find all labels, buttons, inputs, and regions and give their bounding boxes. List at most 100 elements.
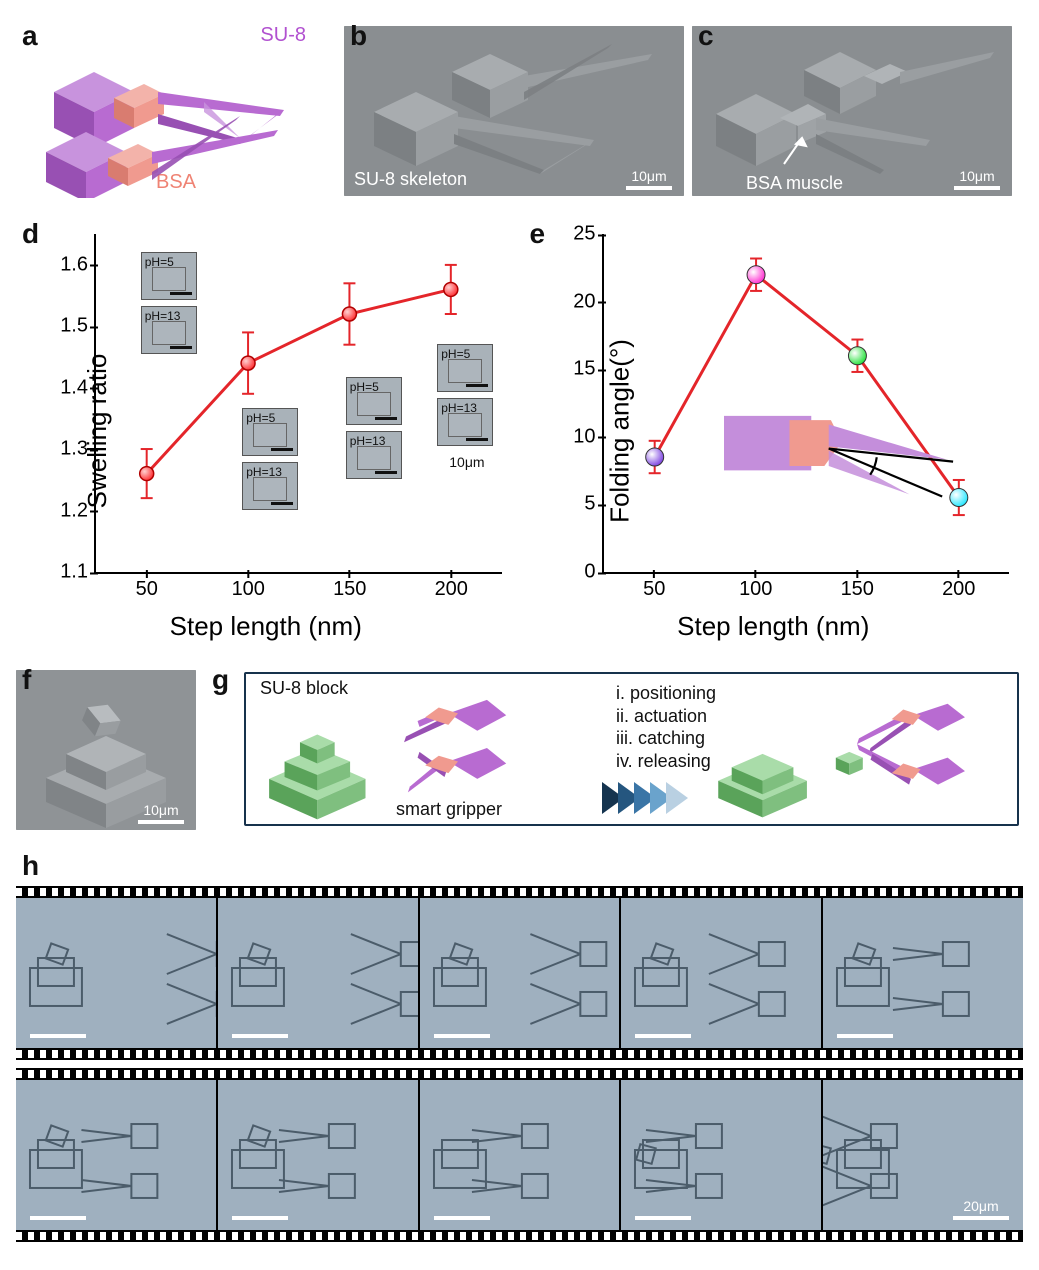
sem-f: 10μm [16, 670, 196, 830]
frame-scene-icon [420, 1080, 620, 1230]
film-frame [621, 1080, 823, 1230]
panel-g: g SU-8 block smart gripper i. positionin… [206, 662, 1023, 832]
panel-label-c: c [698, 20, 714, 52]
film-frame [823, 898, 1023, 1048]
panel-label-a: a [22, 20, 38, 52]
frame-scalebar [837, 1034, 893, 1038]
inset-scalebar [271, 502, 293, 505]
scalebar-f: 10μm [138, 802, 184, 824]
inset-square-icon [357, 446, 391, 470]
inset-scale-text: 10μm [449, 454, 484, 470]
strip-border-mid1 [16, 1048, 1023, 1060]
xtick: 50 [136, 578, 158, 601]
inset-square-icon [152, 267, 186, 291]
frame-scalebar: 20μm [953, 1198, 1009, 1220]
inset-square-icon [448, 359, 482, 383]
sem-b-caption: SU-8 skeleton [354, 169, 467, 190]
frame-scene-icon [420, 898, 620, 1048]
sem-c-caption: BSA muscle [746, 173, 843, 194]
row-abc: a SU-8 BSA [16, 18, 1023, 198]
ytick: 20 [573, 290, 595, 313]
film-frame [621, 898, 823, 1048]
film-frame [420, 1080, 622, 1230]
film-frame [420, 898, 622, 1048]
ytick: 15 [573, 358, 595, 381]
strip-row-2: 20μm [16, 1080, 1023, 1230]
ytick: 25 [573, 223, 595, 246]
model-a-icon [16, 18, 336, 198]
frame-scalebar-bar [30, 1216, 86, 1220]
panel-d: d Swelling ratio Step length (nm) 1.11.2… [16, 216, 516, 646]
frame-scalebar-text: 20μm [963, 1198, 998, 1214]
strip-border-top [16, 886, 1023, 898]
inset-scalebar [466, 384, 488, 387]
ytick: 1.5 [60, 315, 88, 338]
xtick: 50 [643, 578, 665, 601]
inset-d: pH=5 [242, 408, 298, 456]
inset-scalebar [375, 417, 397, 420]
inset-d: pH=13 [346, 431, 402, 479]
inset-square-icon [448, 413, 482, 437]
inset-square-icon [253, 423, 287, 447]
g-scene-icon [246, 674, 1017, 824]
frame-scene-icon [823, 898, 1023, 1048]
frame-scene-icon [16, 898, 216, 1048]
inset-square-icon [152, 321, 186, 345]
ytick: 1.3 [60, 438, 88, 461]
ytick: 1.2 [60, 499, 88, 522]
strip-row-1 [16, 898, 1023, 1048]
scalebar-b-text: 10μm [631, 168, 666, 184]
frame-scene-icon [16, 1080, 216, 1230]
film-frame [16, 1080, 218, 1230]
sem-c: BSA muscle 10μm [692, 26, 1012, 196]
frame-scalebar [434, 1216, 490, 1220]
inset-d: pH=13 [141, 306, 197, 354]
frame-scalebar [434, 1034, 490, 1038]
frame-scalebar-bar [635, 1216, 691, 1220]
xtick: 150 [841, 578, 874, 601]
film-frame [16, 898, 218, 1048]
panel-b: b [344, 18, 684, 198]
row-fg: f [16, 662, 1023, 832]
frame-scalebar [635, 1034, 691, 1038]
ytick: 0 [584, 561, 595, 584]
scalebar-c-bar [954, 186, 1000, 190]
panel-h: 20μm [16, 886, 1023, 1242]
frame-scalebar-bar [635, 1034, 691, 1038]
panel-c: c [692, 18, 1012, 198]
frame-scalebar-bar [232, 1034, 288, 1038]
inset-d: pH=13 [242, 462, 298, 510]
panel-f: f [16, 662, 196, 832]
frame-scalebar-bar [232, 1216, 288, 1220]
xtick: 200 [435, 578, 468, 601]
frame-scene-icon [218, 898, 418, 1048]
scalebar-b-bar [626, 186, 672, 190]
panel-label-f: f [22, 664, 31, 696]
ytick: 1.6 [60, 253, 88, 276]
film-frame: 20μm [823, 1080, 1023, 1230]
frame-scalebar-bar [434, 1034, 490, 1038]
inset-d: pH=13 [437, 398, 493, 446]
inset-square-icon [357, 392, 391, 416]
frame-scalebar-bar [953, 1216, 1009, 1220]
frame-scalebar-bar [30, 1034, 86, 1038]
scalebar-f-text: 10μm [143, 802, 178, 818]
xtick: 200 [942, 578, 975, 601]
inset-scalebar [271, 448, 293, 451]
inset-scalebar [466, 438, 488, 441]
scalebar-c: 10μm [954, 168, 1000, 190]
row-de: d Swelling ratio Step length (nm) 1.11.2… [16, 216, 1023, 646]
xtick: 100 [739, 578, 772, 601]
frame-scalebar-bar [837, 1034, 893, 1038]
panel-label-d: d [22, 218, 39, 250]
frame-scene-icon [218, 1080, 418, 1230]
panel-label-b: b [350, 20, 367, 52]
sem-b: SU-8 skeleton 10μm [344, 26, 684, 196]
film-frame [218, 898, 420, 1048]
panel-e: e Folding angle(°) Step length (nm) 0510… [524, 216, 1024, 646]
g-box: SU-8 block smart gripper i. positioning … [244, 672, 1019, 826]
frame-scalebar [232, 1216, 288, 1220]
xtitle-d: Step length (nm) [170, 611, 362, 642]
xtitle-e: Step length (nm) [677, 611, 869, 642]
frame-scalebar-bar [434, 1216, 490, 1220]
